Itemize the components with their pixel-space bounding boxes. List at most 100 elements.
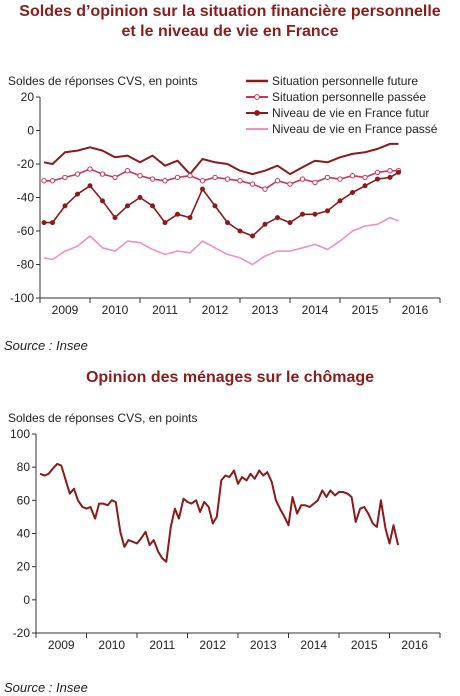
chart1-series-2-point [237,178,243,184]
chart1-series-2-point [224,176,231,182]
chart1-ylabel: Soldes de réponses CVS, en points [8,74,197,88]
chart2-xtick-label: 2009 [48,638,75,652]
chart1-series-2-point [199,178,206,184]
chart1-series-2-point [137,173,143,179]
chart1-series-3-point [262,221,268,227]
chart2-ytick-label: 80 [17,460,31,474]
chart1-series-3-point [175,211,180,217]
chart1-series-3-point [225,220,230,226]
chart1-series-2-point [49,178,56,184]
chart1-series-3-point [250,233,255,239]
chart1-series-2-point [299,176,306,182]
chart1-xtick-label: 2014 [302,303,329,317]
chart2-source: Source : Insee [4,680,88,695]
chart1-series-3-point [396,169,401,175]
chart1-series-2-point [362,174,368,181]
chart2-ytick-label: 100 [10,427,30,441]
chart1-series-2-point [287,181,293,187]
chart1-legend-label: Situation personnelle future [272,74,418,88]
chart2-series-1-line [39,462,400,563]
chart2-ytick-label: 60 [17,493,31,507]
chart1-title-line2: et le niveau de vie en France [121,23,339,40]
chart2-ytick-label: 40 [17,527,31,541]
chart1-ytick-label: -60 [17,224,35,238]
chart1-series-3-point [100,198,105,204]
chart1-series-3-point [62,203,68,209]
chart1-ytick-label: -40 [17,191,35,205]
chart1-series-3-point [287,220,293,226]
chart1-source: Source : Insee [4,338,88,353]
chart1-xtick-label: 2009 [52,303,79,317]
chart1-series-3-point [312,211,318,217]
chart1-series-3-line [44,171,399,237]
chart1-series-2-point [337,176,343,182]
chart2-ytick-label: 20 [17,560,31,574]
chart1-series-2-point [99,171,106,177]
chart1-series-3-point [162,220,168,226]
chart1-series-3-point [212,203,218,209]
chart2-xtick-label: 2014 [300,638,327,652]
chart1-series-2-point [149,176,156,182]
chart1-series-3-point [75,191,80,197]
chart1-series-3-point [300,211,305,217]
chart1-xtick-label: 2011 [152,303,178,317]
chart1-legend-label: Niveau de vie en France futur [272,106,429,120]
chart2-xtick-label: 2016 [401,638,428,652]
chart1-svg: Soldes de réponses CVS, en points 20 0 -20 -… [8,74,441,317]
chart2-xtick-label: 2011 [149,638,175,652]
chart1-xtick-label: 2015 [352,303,379,317]
chart1-series-3-point [362,183,368,189]
chart2-xtick-label: 2015 [351,638,378,652]
chart1-series-3-point [137,195,143,200]
chart1-series-2-point [249,181,256,187]
chart1-series-2-point [74,171,81,177]
chart1-xtick-label: 2012 [202,303,229,317]
chart1-title: Soldes d’opinion sur la situation financ… [0,2,460,42]
chart1-legend-marker [254,94,260,100]
chart1-ytick-label: -100 [10,291,34,305]
chart1-series-4-line [43,216,399,266]
chart2-title: Opinion des ménages sur le chômage [85,369,375,386]
chart1-series-2-point [124,168,131,174]
chart1-series-3-point [325,208,330,214]
chart1-legend-label: Situation personnelle passée [272,90,426,104]
chart2-ylabel: Soldes de réponses CVS, en points [8,411,197,425]
chart1-series-2-point [312,179,318,186]
chart1-series-3-point [112,215,118,221]
chart2-xtick-label: 2010 [98,638,125,652]
chart1-series-3-point [150,203,155,209]
chart1-series-3-point [50,220,55,226]
chart1-series-3-point [375,176,380,182]
chart1-series-3-point [237,228,243,234]
chart1-series-2-point [212,174,218,181]
chart2-xtick-label: 2012 [199,638,226,652]
chart2-ytick-label: -20 [13,626,31,640]
chart1-series-2-point [87,166,93,172]
chart1-series-3-point [350,189,355,195]
chart1-series-2-point [387,168,393,174]
chart1-legend-marker [254,110,260,116]
chart1-ytick-label: 0 [27,124,34,138]
chart2-xtick-label: 2013 [250,638,277,652]
chart1-xtick-label: 2010 [102,303,129,317]
chart1-series-2-point [349,173,356,179]
chart2-ytick-label: 0 [23,593,30,607]
chart1-series-3-point [200,186,205,192]
chart1-series-2-point [187,173,193,179]
chart1-series-2-point [112,174,118,181]
chart1-series-2-point [324,174,331,181]
chart1-series-2-point [62,174,68,181]
chart1-series-3-point [387,174,393,180]
chart1-series-1-line [43,142,399,176]
chart1-xtick-label: 2013 [252,303,279,317]
chart1-series-2-point [262,186,268,192]
chart1-legend-label: Niveau de vie en France passé [272,122,438,136]
chart1-ytick-label: -20 [17,157,35,171]
chart1-series-3-point [41,220,47,226]
chart1-series-2-point [274,178,281,184]
chart1-series-3-point [87,183,93,189]
chart1-series-3-point [125,203,130,209]
chart1-xtick-label: 2016 [402,303,429,317]
chart1-ytick-label: 20 [21,90,35,104]
